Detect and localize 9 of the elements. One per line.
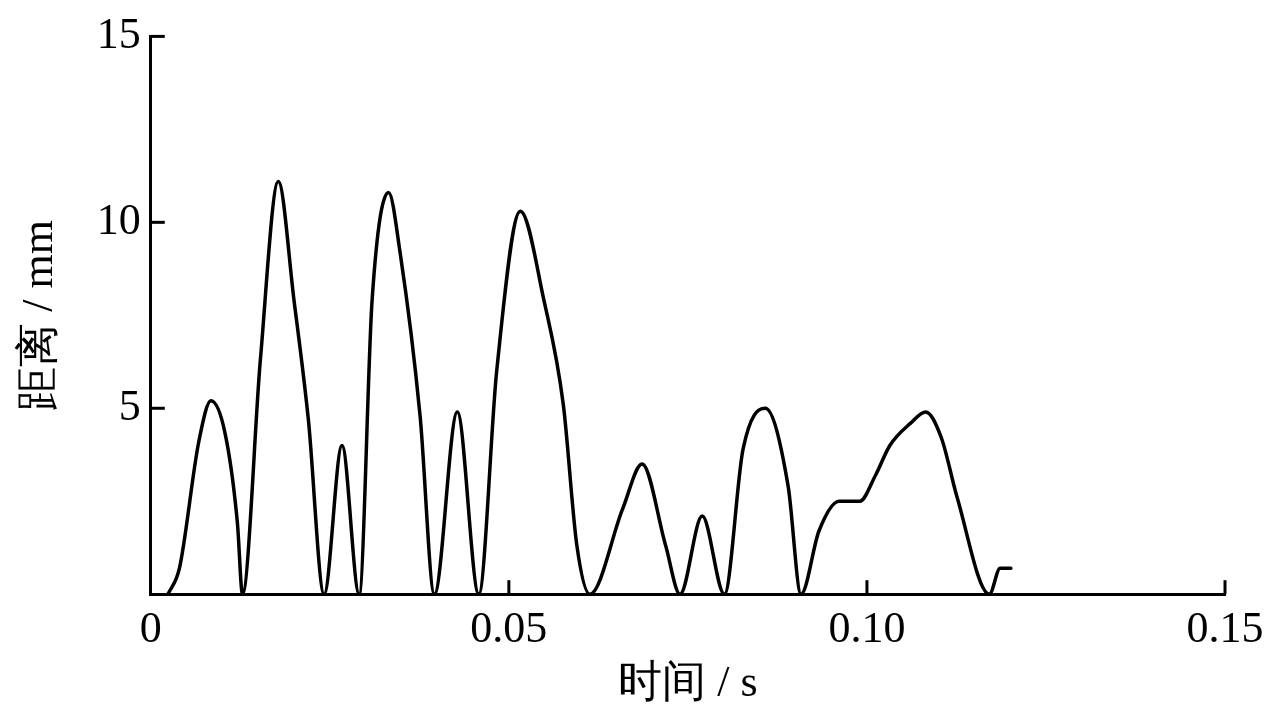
x-tick-label: 0.10 (828, 602, 906, 652)
x-tick-label: 0.15 (1186, 602, 1264, 652)
y-axis-title: 距离 / mm (12, 219, 62, 411)
x-axis-title: 时间 / s (618, 657, 758, 707)
y-tick-label: 10 (96, 194, 141, 244)
x-tick-label: 0 (139, 602, 162, 652)
y-tick-label: 5 (118, 380, 141, 430)
x-tick-label: 0.05 (470, 602, 548, 652)
y-tick-label: 15 (96, 8, 141, 58)
